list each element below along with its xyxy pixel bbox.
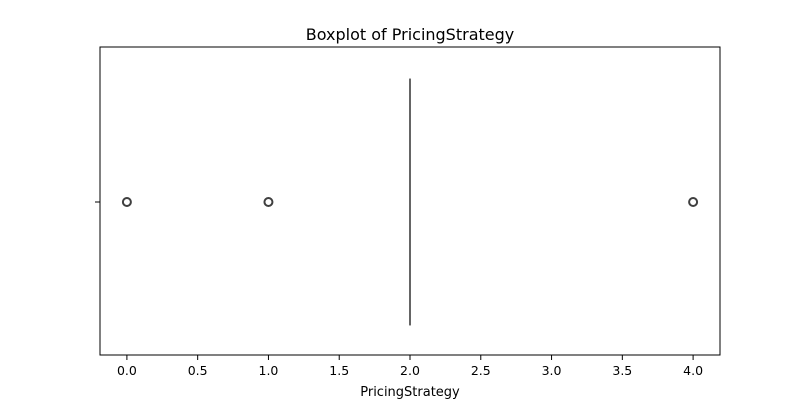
x-tick-label: 2.0 xyxy=(400,363,420,378)
x-tick-label: 1.5 xyxy=(329,363,349,378)
chart-marks xyxy=(121,78,699,326)
x-tick-label: 0.0 xyxy=(117,363,137,378)
x-tick-label: 1.0 xyxy=(259,363,279,378)
x-tick-label: 0.5 xyxy=(188,363,208,378)
outlier-point xyxy=(263,197,274,207)
chart-title: Boxplot of PricingStrategy xyxy=(306,25,514,44)
x-tick-label: 3.0 xyxy=(542,363,562,378)
x-tick-label: 4.0 xyxy=(683,363,703,378)
x-tick-label: 3.5 xyxy=(612,363,632,378)
x-axis-ticks: 0.0 0.5 1.0 1.5 2.0 2.5 3.0 3.5 4.0 xyxy=(117,355,703,378)
x-tick-label: 2.5 xyxy=(471,363,491,378)
outlier-point xyxy=(121,197,132,207)
x-axis-label: PricingStrategy xyxy=(360,385,460,400)
outlier-point xyxy=(688,197,699,207)
